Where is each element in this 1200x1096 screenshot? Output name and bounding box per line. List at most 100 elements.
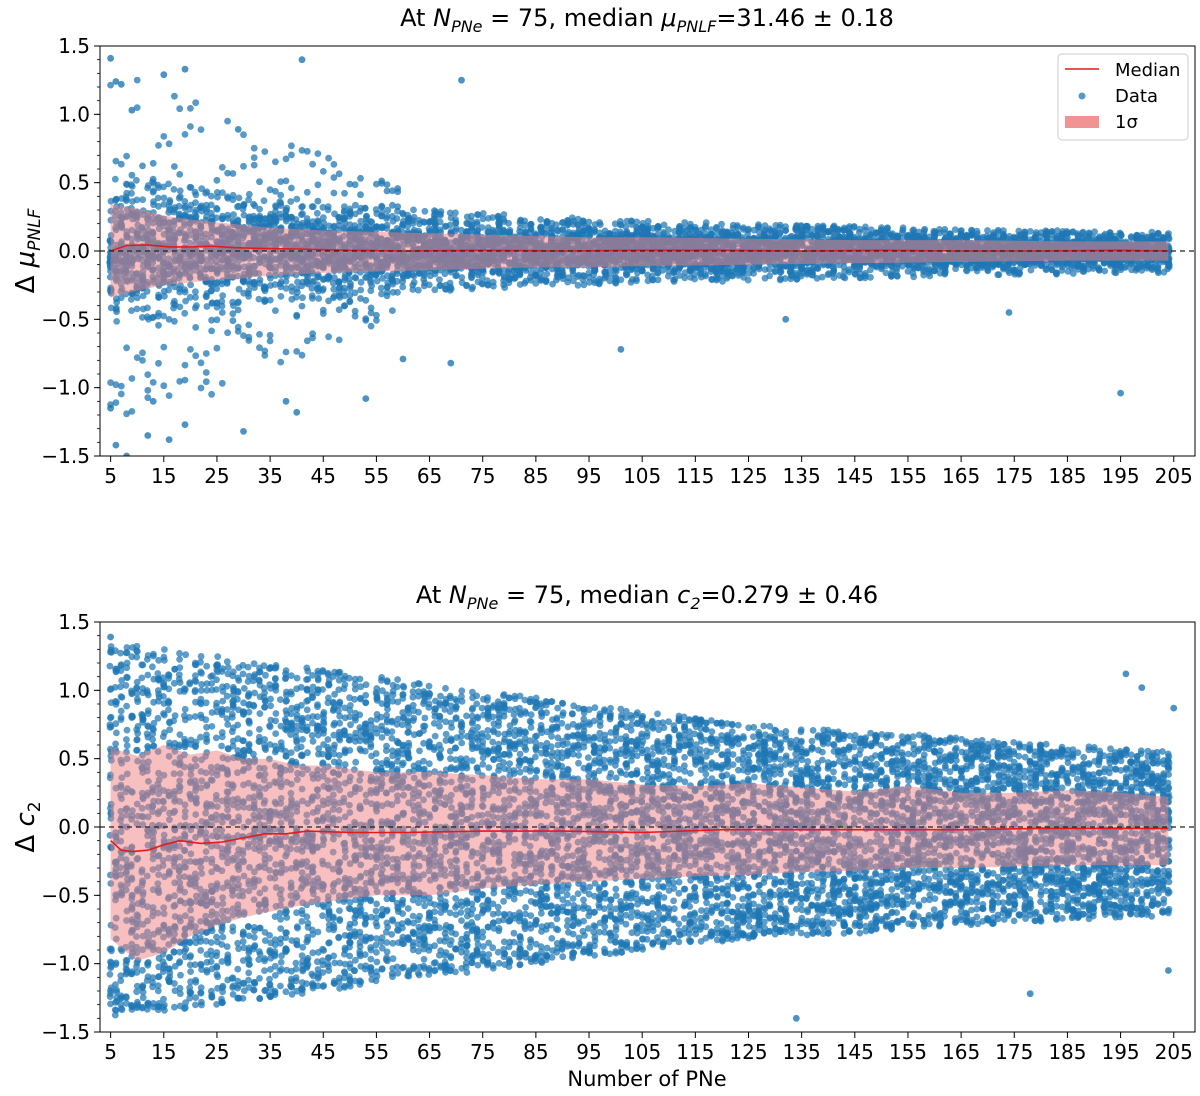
scatter-point: [112, 399, 120, 406]
scatter-point: [288, 142, 295, 150]
scatter-point: [862, 223, 869, 231]
scatter-point: [664, 272, 672, 280]
scatter-point: [511, 275, 518, 282]
scatter-point: [383, 292, 391, 300]
scatter-point: [357, 278, 365, 286]
scatter-point: [324, 206, 332, 214]
scatter-point: [139, 196, 147, 204]
scatter-point: [144, 371, 152, 378]
scatter-point: [260, 197, 268, 205]
scatter-point: [490, 228, 497, 236]
scatter-point: [282, 348, 290, 356]
scatter-point: [250, 161, 258, 169]
scatter-point: [335, 306, 343, 314]
scatter-point: [383, 284, 391, 291]
scatter-point: [314, 181, 322, 189]
scatter-point: [303, 188, 311, 196]
scatter-point: [256, 344, 263, 352]
scatter-point: [830, 268, 837, 275]
scatter-point: [208, 300, 216, 307]
scatter-point: [123, 189, 131, 197]
scatter-point: [192, 324, 200, 331]
scatter-point: [112, 381, 120, 389]
scatter-point: [611, 231, 619, 239]
scatter-point: [687, 220, 694, 228]
scatter-point: [596, 219, 603, 226]
scatter-point: [648, 272, 656, 280]
scatter-point: [436, 218, 444, 226]
scatter-point: [771, 268, 779, 276]
scatter-point: [325, 272, 333, 280]
scatter-point: [287, 198, 295, 205]
scatter-point: [325, 154, 332, 162]
scatter-point: [160, 194, 168, 202]
scatter-point: [261, 148, 269, 156]
scatter-point: [234, 216, 242, 224]
scatter-point: [468, 274, 475, 282]
scatter-point: [357, 191, 364, 199]
scatter-point: [315, 218, 322, 226]
scatter-point: [203, 188, 211, 196]
scatter-point: [112, 197, 119, 204]
scatter-point: [293, 348, 301, 355]
scatter-point: [357, 217, 365, 225]
scatter-point: [414, 286, 422, 294]
scatter-point: [229, 170, 237, 177]
scatter-point: [128, 189, 135, 197]
scatter-point: [458, 274, 466, 281]
scatter-point: [824, 228, 832, 236]
scatter-point: [128, 183, 136, 190]
scatter-point: [256, 178, 263, 186]
scatter-point: [781, 275, 789, 282]
scatter-point: [272, 187, 279, 195]
scatter-point: [654, 223, 662, 230]
scatter-point: [271, 281, 279, 288]
scatter-point: [347, 280, 354, 287]
scatter-point: [537, 277, 545, 284]
scatter-point: [261, 352, 269, 359]
scatter-point: [394, 288, 401, 296]
scatter-point: [409, 220, 417, 227]
scatter-point: [335, 278, 343, 286]
scatter-point: [883, 225, 891, 232]
scatter-point: [218, 164, 226, 171]
scatter-point: [266, 331, 274, 339]
scatter-point: [288, 151, 295, 159]
scatter-point: [176, 210, 183, 218]
scatter-point: [335, 292, 343, 300]
scatter-point: [154, 181, 162, 189]
scatter-point: [207, 201, 215, 209]
scatter-point: [250, 144, 258, 152]
scatter-point: [219, 292, 227, 299]
scatter-point: [128, 307, 135, 314]
scatter-point: [671, 275, 679, 283]
scatter-point: [867, 226, 875, 234]
scatter-point: [234, 323, 242, 331]
scatter-point: [696, 230, 704, 238]
scatter-point: [893, 267, 900, 275]
scatter-point: [867, 274, 874, 281]
scatter-point: [282, 212, 290, 219]
scatter-point: [171, 92, 178, 100]
scatter-point: [654, 276, 662, 284]
scatter-point: [952, 265, 959, 273]
scatter-point: [165, 209, 173, 216]
scatter-point: [303, 147, 311, 155]
scatter-point: [341, 225, 348, 233]
scatter-point: [915, 263, 922, 271]
scatter-point: [845, 224, 853, 232]
scatter-point: [329, 279, 337, 287]
scatter-point: [531, 230, 539, 238]
scatter-point: [139, 349, 146, 357]
scatter-point: [187, 184, 195, 191]
scatter-point: [202, 369, 210, 376]
scatter-point: [133, 104, 141, 111]
scatter-point: [277, 293, 285, 300]
scatter-point: [160, 382, 168, 390]
scatter-point: [229, 298, 237, 306]
scatter-point: [346, 285, 354, 293]
scatter-point: [372, 270, 380, 278]
scatter-point: [421, 207, 429, 215]
scatter-point: [313, 209, 321, 217]
scatter-point: [691, 223, 699, 231]
